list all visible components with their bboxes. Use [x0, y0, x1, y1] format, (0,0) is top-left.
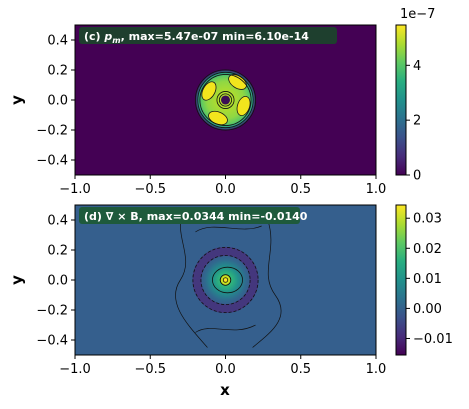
y-tick-label: −0.4 — [36, 154, 68, 169]
y-tick-label: −0.2 — [36, 124, 68, 139]
x-tick-label: 0.5 — [290, 182, 311, 197]
contour — [197, 71, 254, 129]
x-tick-label: 1.0 — [366, 182, 387, 197]
x-tick-label: 0.0 — [215, 362, 236, 377]
negative-contour — [200, 255, 251, 305]
background-contour — [195, 324, 256, 333]
colorbar — [395, 24, 407, 176]
x-tick-label: 0.5 — [290, 362, 311, 377]
y-ticks: −0.4 −0.2 0.0 0.2 0.4 — [36, 214, 75, 349]
x-tick-label: −0.5 — [134, 182, 166, 197]
y-tick-label: 0.2 — [47, 64, 68, 79]
title-box — [79, 27, 337, 44]
colorbar-tick-label: 0.03 — [413, 212, 442, 227]
colorbar-tick-label: 0 — [413, 169, 421, 184]
contour-lines — [192, 247, 259, 313]
x-ticks: −1.0 −0.5 0.0 0.5 1.0 — [59, 175, 386, 197]
y-ticks: −0.4 −0.2 0.0 0.2 0.4 — [36, 34, 75, 169]
panel-title: (d) ∇ × B, max=0.0344 min=-0.0140 — [84, 210, 308, 223]
x-tick-label: −1.0 — [59, 362, 91, 377]
title-box — [79, 207, 300, 224]
y-tick-label: −0.2 — [36, 304, 68, 319]
colorbar-tick-label: 2 — [413, 114, 421, 129]
colorbar — [395, 204, 407, 356]
background-contour — [175, 212, 208, 348]
background-contour — [252, 219, 282, 348]
negative-ring — [192, 246, 259, 314]
x-ticks: −1.0 −0.5 0.0 0.5 1.0 — [59, 355, 386, 377]
lobe — [201, 81, 217, 101]
y-tick-label: −0.4 — [36, 334, 68, 349]
y-axis-label: y — [8, 95, 26, 105]
colorbar-ticks: 0 2 4 — [406, 59, 421, 184]
y-tick-label: 0.0 — [47, 274, 68, 289]
y-tick-label: 0.4 — [47, 34, 68, 49]
colorbar-ticks: 0.03 0.02 0.01 0.00 −0.01 — [406, 212, 453, 347]
background-contour — [195, 225, 262, 233]
background-contours — [175, 212, 282, 348]
contour — [194, 69, 256, 131]
y-tick-label: 0.2 — [47, 244, 68, 259]
lobe — [236, 95, 251, 117]
contour — [216, 91, 235, 109]
negative-contour — [192, 247, 259, 313]
center-hole — [220, 95, 231, 105]
y-tick-label: 0.0 — [47, 94, 68, 109]
colorbar-tick-label: 0.02 — [413, 242, 442, 257]
panel-d: −1.0 −0.5 0.0 0.5 1.0 −0.4 −0.2 0.0 0.2 0.4 (d) … — [8, 204, 453, 399]
colorbar-offset: 1e−7 — [400, 7, 435, 22]
x-axis-label: x — [220, 381, 230, 399]
lobes — [201, 74, 251, 126]
x-tick-label: −1.0 — [59, 182, 91, 197]
x-tick-label: 0.0 — [215, 182, 236, 197]
panel-c: −1.0 −0.5 0.0 0.5 1.0 −0.4 −0.2 0.0 0.2 0.4 (c) … — [8, 7, 435, 197]
contour — [219, 93, 232, 107]
colorbar-tick-label: 0.00 — [413, 302, 442, 317]
contour — [212, 266, 243, 294]
colorbar-tick-label: 0.01 — [413, 272, 442, 287]
y-axis-label: y — [8, 275, 26, 285]
panel-title: (c) pm, max=5.47e-07 min=6.10e-14 — [84, 30, 309, 45]
colorbar-tick-label: 4 — [413, 59, 421, 74]
contour-lines — [194, 69, 256, 131]
colorbar-tick-label: −0.01 — [413, 332, 453, 347]
contour — [199, 74, 252, 126]
peak-core — [222, 277, 229, 283]
x-tick-label: −0.5 — [134, 362, 166, 377]
y-tick-label: 0.4 — [47, 214, 68, 229]
x-tick-label: 1.0 — [366, 362, 387, 377]
